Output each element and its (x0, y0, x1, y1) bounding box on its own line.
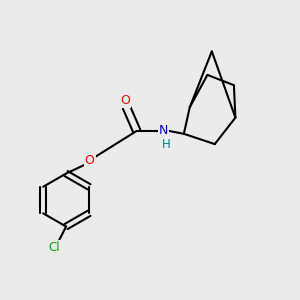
Text: Cl: Cl (49, 241, 60, 254)
Text: O: O (120, 94, 130, 107)
Text: O: O (85, 154, 94, 167)
Text: H: H (162, 138, 171, 151)
Text: N: N (159, 124, 168, 137)
